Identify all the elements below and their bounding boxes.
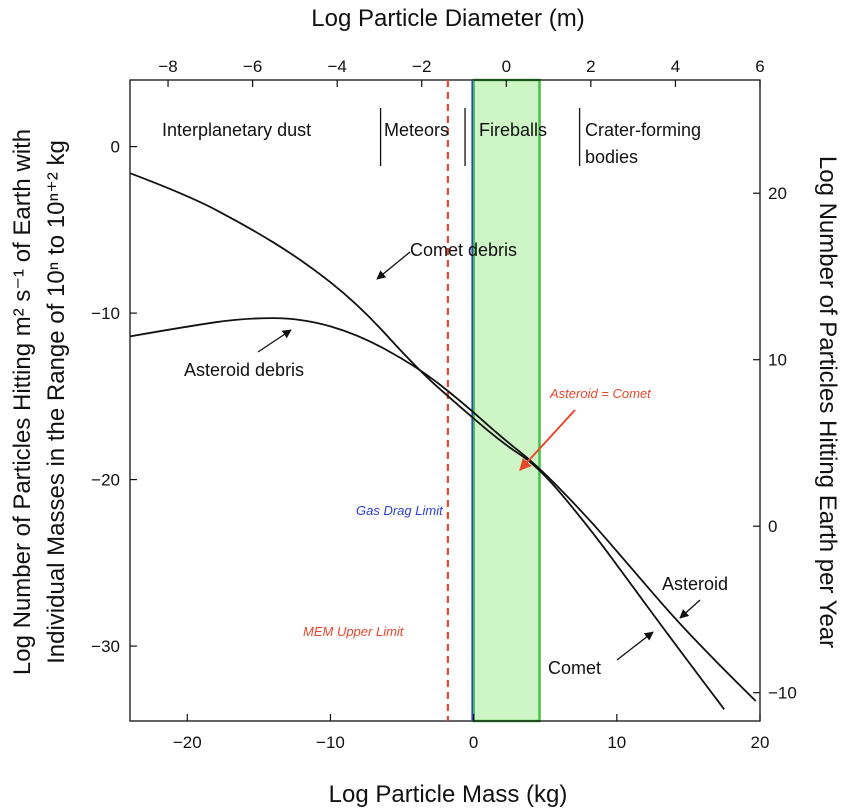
x-tick-label-bottom: −10 [316, 733, 345, 752]
y-tick-label-left: −20 [91, 471, 120, 490]
arrow-asteroid-equals-comet [519, 409, 576, 471]
label-asteroid: Asteroid [662, 574, 728, 594]
x-axis-top-title: Log Particle Diameter (m) [311, 5, 584, 32]
y-axis-right-title: Log Number of Particles Hitting Earth pe… [814, 156, 841, 648]
label-asteroid-debris: Asteroid debris [184, 360, 304, 380]
y-tick-label-right: 10 [768, 351, 787, 370]
label-comet: Comet [548, 658, 601, 678]
fireball-band [472, 78, 541, 723]
y-tick-label-left: −30 [91, 637, 120, 656]
x-tick-label-top: 4 [671, 57, 680, 76]
label-asteroid-equals-comet: Asteroid = Comet [549, 386, 652, 401]
region-interplanetary-dust: Interplanetary dust [162, 120, 311, 140]
x-tick-label-bottom: 20 [751, 733, 770, 752]
x-tick-label-top: 2 [586, 57, 595, 76]
x-axis-bottom-title: Log Particle Mass (kg) [329, 781, 568, 808]
y-tick-label-right: −10 [768, 684, 797, 703]
y-axis-left-ticks: 0 −10 −20 −30 [91, 138, 137, 656]
series-asteroid-line [129, 317, 757, 702]
label-mem-upper-limit: MEM Upper Limit [303, 624, 405, 639]
arrow-comet [616, 631, 654, 661]
arrow-comet-debris [376, 251, 411, 280]
x-tick-label-top: 0 [502, 57, 511, 76]
x-tick-label-bottom: 0 [469, 733, 478, 752]
y-axis-left-title-line1: Log Number of Particles Hitting m² s⁻¹ o… [9, 129, 36, 675]
y-tick-label-left: −10 [91, 304, 120, 323]
y-tick-label-left: 0 [111, 138, 120, 157]
y-tick-label-right: 20 [768, 184, 787, 203]
region-fireballs: Fireballs [479, 120, 547, 140]
region-crater-forming-line1: Crater-forming [585, 120, 701, 140]
x-tick-label-top: −4 [327, 57, 346, 76]
y-axis-left-title-line2: Individual Masses in the Range of 10ⁿ to… [43, 140, 70, 664]
x-tick-label-top: −8 [158, 57, 177, 76]
x-tick-label-bottom: 10 [607, 733, 626, 752]
arrow-asteroid-debris [257, 329, 292, 353]
plot-frame [129, 79, 761, 722]
label-comet-debris: Comet debris [410, 240, 517, 260]
x-tick-label-top: −2 [412, 57, 431, 76]
x-tick-label-top: 6 [755, 57, 764, 76]
y-axis-right-ticks: 20 10 0 −10 [753, 184, 797, 703]
label-gas-drag-limit: Gas Drag Limit [356, 503, 444, 518]
x-tick-label-top: −6 [243, 57, 262, 76]
region-crater-forming-line2: bodies [585, 147, 638, 167]
x-tick-label-bottom: −20 [173, 733, 202, 752]
y-tick-label-right: 0 [768, 517, 777, 536]
region-dividers [379, 108, 581, 166]
series-comet-line [129, 172, 725, 710]
region-meteors: Meteors [384, 120, 449, 140]
arrow-asteroid [679, 599, 701, 619]
x-axis-bottom-ticks: −20 −10 0 10 20 [173, 714, 770, 752]
x-axis-top-ticks: −8 −6 −4 −2 0 2 4 6 [158, 57, 765, 87]
